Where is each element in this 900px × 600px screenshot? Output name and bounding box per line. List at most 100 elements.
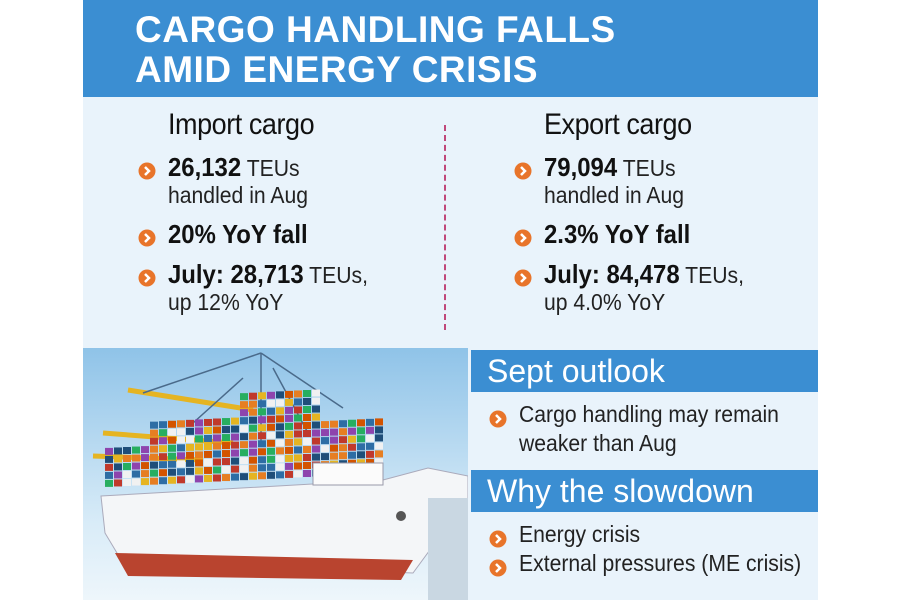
item-line: up 4.0% YoY: [544, 289, 744, 316]
container-shape: [186, 435, 194, 443]
container-shape: [276, 463, 284, 471]
container-shape: [195, 427, 203, 435]
container-shape: [303, 454, 311, 461]
container-shape: [222, 434, 230, 442]
container-shape: [177, 444, 185, 452]
container-shape: [177, 476, 185, 484]
container-shape: [141, 446, 149, 454]
container-shape: [249, 464, 257, 472]
container-shape: [285, 398, 293, 406]
container-shape: [213, 458, 221, 466]
text: TEUs: [622, 155, 676, 181]
container-shape: [258, 400, 266, 408]
container-shape: [186, 427, 194, 435]
container-shape: [231, 465, 239, 473]
container-shape: [159, 461, 167, 469]
container-shape: [213, 474, 221, 482]
container-shape: [213, 426, 221, 434]
container-shape: [276, 455, 284, 463]
container-shape: [303, 398, 311, 405]
container-shape: [276, 423, 284, 431]
container-shape: [312, 397, 320, 405]
container-shape: [267, 415, 275, 423]
text: TEUs,: [309, 262, 368, 288]
container-shape: [321, 453, 329, 461]
container-shape: [240, 417, 248, 425]
container-shape: [285, 438, 293, 446]
bold-text: 20% YoY fall: [168, 219, 308, 249]
container-shape: [177, 436, 185, 444]
container-shape: [204, 418, 212, 426]
container-shape: [240, 465, 248, 473]
container-shape: [150, 469, 158, 477]
container-shape: [276, 447, 284, 455]
container-shape: [186, 459, 194, 467]
container-shape: [132, 454, 140, 462]
container-shape: [132, 462, 140, 470]
container-shape: [366, 418, 374, 426]
container-shape: [258, 464, 266, 472]
container-shape: [231, 433, 239, 441]
container-shape: [204, 434, 212, 442]
container-shape: [132, 446, 140, 454]
bullet-item: 2.3% YoY fall: [514, 219, 761, 249]
container-shape: [141, 470, 149, 478]
container-shape: [312, 453, 320, 461]
bullet-icon: [138, 266, 156, 293]
container-shape: [267, 423, 275, 431]
container-shape: [231, 457, 239, 465]
container-shape: [186, 419, 194, 427]
container-shape: [204, 450, 212, 458]
bullet-icon: [138, 226, 156, 253]
container-shape: [303, 414, 311, 421]
cargo-column: Export cargo 79,094 TEUs handled in Aug 2.3%…: [514, 108, 761, 328]
text: up 4.0% YoY: [544, 289, 666, 315]
container-shape: [114, 479, 122, 487]
container-shape: [258, 456, 266, 464]
container-shape: [123, 479, 131, 486]
container-shape: [168, 444, 176, 452]
container-shape: [258, 432, 266, 440]
container-shape: [132, 470, 140, 478]
text: TEUs,: [685, 262, 744, 288]
container-shape: [303, 390, 311, 397]
container-shape: [168, 468, 176, 476]
cargo-column: Import cargo 26,132 TEUs handled in Aug 20% …: [138, 108, 385, 328]
container-shape: [114, 455, 122, 463]
container-shape: [312, 437, 320, 445]
container-shape: [258, 440, 266, 448]
item-line: handled in Aug: [544, 182, 744, 209]
bullet-icon: [514, 226, 532, 253]
container-shape: [240, 401, 248, 409]
container-shape: [150, 461, 158, 469]
container-shape: [213, 418, 221, 426]
container-shape: [276, 407, 284, 415]
container-shape: [330, 452, 338, 460]
item-line: July: 84,478 TEUs,: [544, 261, 744, 289]
container-shape: [294, 406, 302, 414]
container-shape: [231, 425, 239, 433]
container-shape: [276, 471, 284, 479]
container-shape: [339, 452, 347, 460]
bold-text: 2.3% YoY fall: [544, 219, 691, 249]
container-shape: [249, 400, 257, 408]
container-shape: [123, 463, 131, 470]
infographic: CARGO HANDLING FALLS AMID ENERGY CRISIS S…: [83, 0, 818, 600]
container-shape: [321, 437, 329, 445]
container-shape: [294, 422, 302, 430]
container-shape: [240, 473, 248, 481]
ship-photo: [83, 348, 468, 600]
container-shape: [321, 429, 329, 437]
container-shape: [141, 454, 149, 462]
item-line: weaker than Aug: [519, 430, 677, 456]
container-shape: [231, 441, 239, 449]
container-shape: [339, 436, 347, 444]
container-shape: [159, 453, 167, 461]
container-shape: [105, 471, 113, 479]
container-shape: [303, 470, 311, 477]
container-shape: [366, 426, 374, 434]
container-shape: [177, 428, 185, 436]
item-line: External pressures (ME crisis): [519, 550, 802, 576]
container-shape: [249, 416, 257, 424]
container-shape: [159, 437, 167, 445]
